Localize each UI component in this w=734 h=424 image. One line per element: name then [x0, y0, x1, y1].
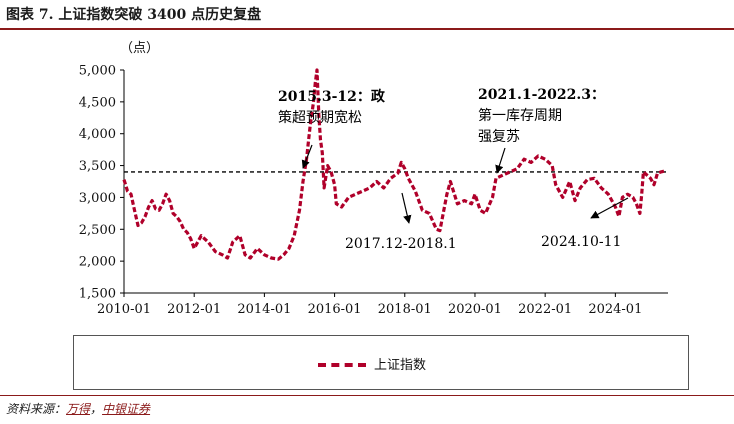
source-note: 资料来源：万得，中银证券: [6, 400, 150, 417]
annotation-2021-line-1: 2021.1-2022.3：: [478, 87, 605, 103]
x-tick-label: 2024-01: [588, 302, 642, 317]
figure-header: 图表 7. 上证指数突破 3400 点历史复盘: [0, 0, 734, 26]
x-tick-label: 2014-01: [237, 302, 291, 317]
annotation-arrow-2015: [301, 144, 313, 169]
legend: 上证指数: [73, 335, 689, 390]
annotation-2021-line-3: 强复苏: [478, 128, 520, 145]
legend-label: 上证指数: [374, 358, 427, 373]
annotation-arrow-2018: [401, 192, 412, 224]
y-tick-label: 5,000: [79, 64, 116, 79]
annotation-arrow-2024: [590, 197, 629, 219]
y-unit-label: （点）: [120, 41, 159, 56]
annotation-2024-label: 2024.10-11: [541, 234, 621, 250]
series-line-shanghai-index: [122, 68, 667, 261]
source-prefix: 资料来源：: [6, 402, 67, 416]
x-tick-label: 2016-01: [308, 302, 362, 317]
y-tick-label: 4,500: [79, 95, 116, 110]
title-rule: [0, 28, 734, 30]
x-tick-label: 2022-01: [518, 302, 572, 317]
x-tick-label: 2018-01: [378, 302, 432, 317]
line-chart: （点） 1,500 2,000 2,500 3,000 3,500 4,000 4,500 5,…: [79, 41, 668, 317]
y-tick-label: 4,000: [79, 127, 116, 142]
figure-title: 图表 7. 上证指数突破 3400 点历史复盘: [6, 7, 262, 23]
source-separator: ，: [90, 402, 103, 416]
y-tick-label: 2,500: [79, 223, 116, 238]
legend-swatch: [318, 363, 366, 367]
annotation-arrow-2021: [495, 147, 506, 174]
y-tick-label: 2,000: [79, 255, 116, 270]
annotation-2018-label: 2017.12-2018.1: [345, 236, 457, 252]
x-tick-label: 2012-01: [167, 302, 221, 317]
x-tick-label: 2020-01: [448, 302, 502, 317]
x-tick-label: 2010-01: [97, 302, 151, 317]
annotation-2015-line-2: 策超预期宽松: [278, 109, 362, 126]
source-vendor: 万得: [66, 402, 91, 416]
annotation-2015-line-1: 2015.3-12：政: [278, 88, 386, 105]
y-tick-label: 3,000: [79, 191, 116, 206]
source-rule: [0, 395, 734, 396]
source-org: 中银证券: [102, 402, 151, 416]
y-tick-label: 1,500: [79, 287, 116, 302]
annotation-2021-line-2: 第一库存周期: [478, 107, 562, 124]
y-tick-label: 3,500: [79, 159, 116, 174]
